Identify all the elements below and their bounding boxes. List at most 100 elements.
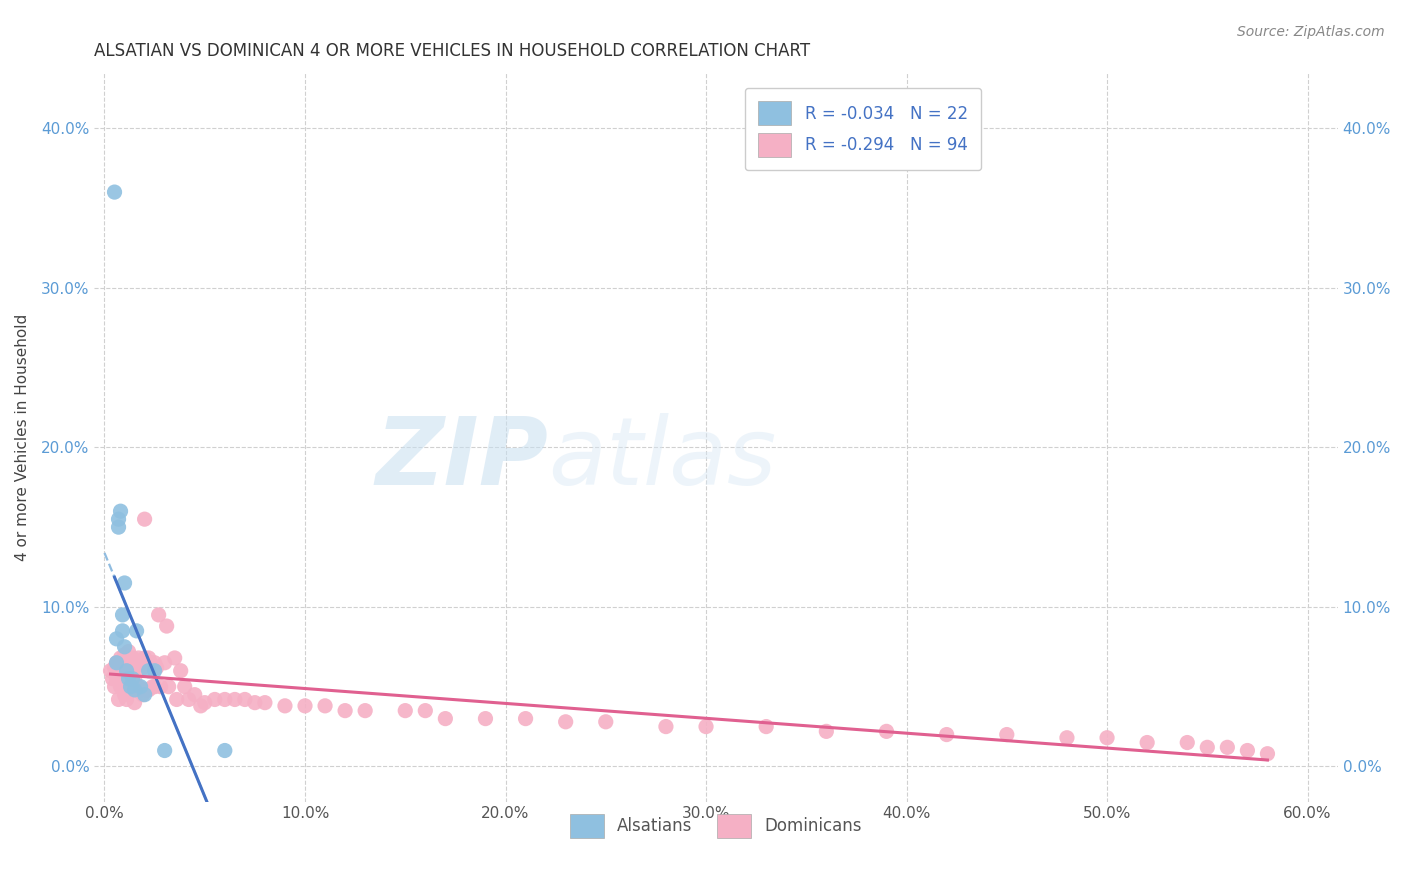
Point — [105, 672, 128, 686]
Point — [135, 682, 157, 697]
Point — [107, 520, 129, 534]
Point — [131, 660, 153, 674]
Point — [214, 692, 236, 706]
Point — [224, 692, 246, 706]
Point — [124, 696, 146, 710]
Point — [190, 698, 212, 713]
Point — [142, 680, 165, 694]
Point — [128, 651, 150, 665]
Point — [314, 698, 336, 713]
Point — [243, 696, 266, 710]
Point — [515, 712, 537, 726]
Point — [120, 656, 142, 670]
Point — [129, 680, 152, 694]
Point — [111, 624, 134, 638]
Point — [995, 728, 1018, 742]
Text: ALSATIAN VS DOMINICAN 4 OR MORE VEHICLES IN HOUSEHOLD CORRELATION CHART: ALSATIAN VS DOMINICAN 4 OR MORE VEHICLES… — [94, 42, 811, 60]
Point — [117, 644, 139, 658]
Point — [110, 504, 132, 518]
Point — [114, 576, 136, 591]
Point — [138, 664, 160, 678]
Point — [107, 656, 129, 670]
Point — [115, 692, 138, 706]
Point — [110, 664, 132, 678]
Point — [125, 682, 148, 697]
Point — [413, 704, 436, 718]
Point — [1175, 735, 1198, 749]
Point — [149, 680, 172, 694]
Point — [434, 712, 457, 726]
Point — [114, 640, 136, 654]
Point — [1095, 731, 1118, 745]
Point — [105, 632, 128, 646]
Point — [156, 619, 179, 633]
Point — [153, 743, 176, 757]
Point — [129, 656, 152, 670]
Point — [157, 680, 180, 694]
Point — [115, 664, 138, 678]
Point — [1256, 747, 1278, 761]
Y-axis label: 4 or more Vehicles in Household: 4 or more Vehicles in Household — [15, 313, 30, 561]
Point — [876, 724, 898, 739]
Point — [120, 680, 142, 694]
Point — [153, 656, 176, 670]
Point — [204, 692, 226, 706]
Point — [194, 696, 217, 710]
Point — [166, 692, 188, 706]
Legend: Alsatians, Dominicans: Alsatians, Dominicans — [564, 807, 869, 845]
Point — [333, 704, 356, 718]
Point — [110, 680, 132, 694]
Point — [695, 720, 717, 734]
Point — [173, 680, 195, 694]
Point — [145, 660, 167, 674]
Point — [253, 696, 276, 710]
Point — [554, 714, 576, 729]
Point — [294, 698, 316, 713]
Text: Source: ZipAtlas.com: Source: ZipAtlas.com — [1237, 25, 1385, 39]
Point — [134, 688, 156, 702]
Point — [117, 672, 139, 686]
Point — [163, 651, 186, 665]
Point — [595, 714, 617, 729]
Point — [138, 651, 160, 665]
Point — [117, 660, 139, 674]
Point — [107, 667, 129, 681]
Point — [177, 692, 200, 706]
Point — [755, 720, 778, 734]
Point — [274, 698, 297, 713]
Point — [114, 664, 136, 678]
Point — [121, 672, 143, 686]
Point — [1197, 740, 1219, 755]
Point — [107, 512, 129, 526]
Point — [134, 651, 156, 665]
Point — [125, 656, 148, 670]
Point — [120, 680, 142, 694]
Point — [139, 656, 162, 670]
Point — [124, 672, 146, 686]
Point — [114, 648, 136, 662]
Point — [114, 688, 136, 702]
Point — [143, 664, 166, 678]
Point — [1236, 743, 1258, 757]
Point — [354, 704, 377, 718]
Point — [111, 656, 134, 670]
Point — [134, 512, 156, 526]
Text: ZIP: ZIP — [375, 413, 548, 505]
Point — [111, 607, 134, 622]
Point — [124, 682, 146, 697]
Point — [101, 672, 124, 686]
Point — [111, 672, 134, 686]
Point — [117, 680, 139, 694]
Point — [128, 680, 150, 694]
Point — [815, 724, 838, 739]
Point — [121, 651, 143, 665]
Point — [105, 656, 128, 670]
Point — [110, 651, 132, 665]
Point — [143, 680, 166, 694]
Point — [148, 607, 170, 622]
Point — [214, 743, 236, 757]
Text: atlas: atlas — [548, 413, 776, 504]
Point — [100, 664, 122, 678]
Point — [105, 656, 128, 670]
Point — [138, 682, 160, 697]
